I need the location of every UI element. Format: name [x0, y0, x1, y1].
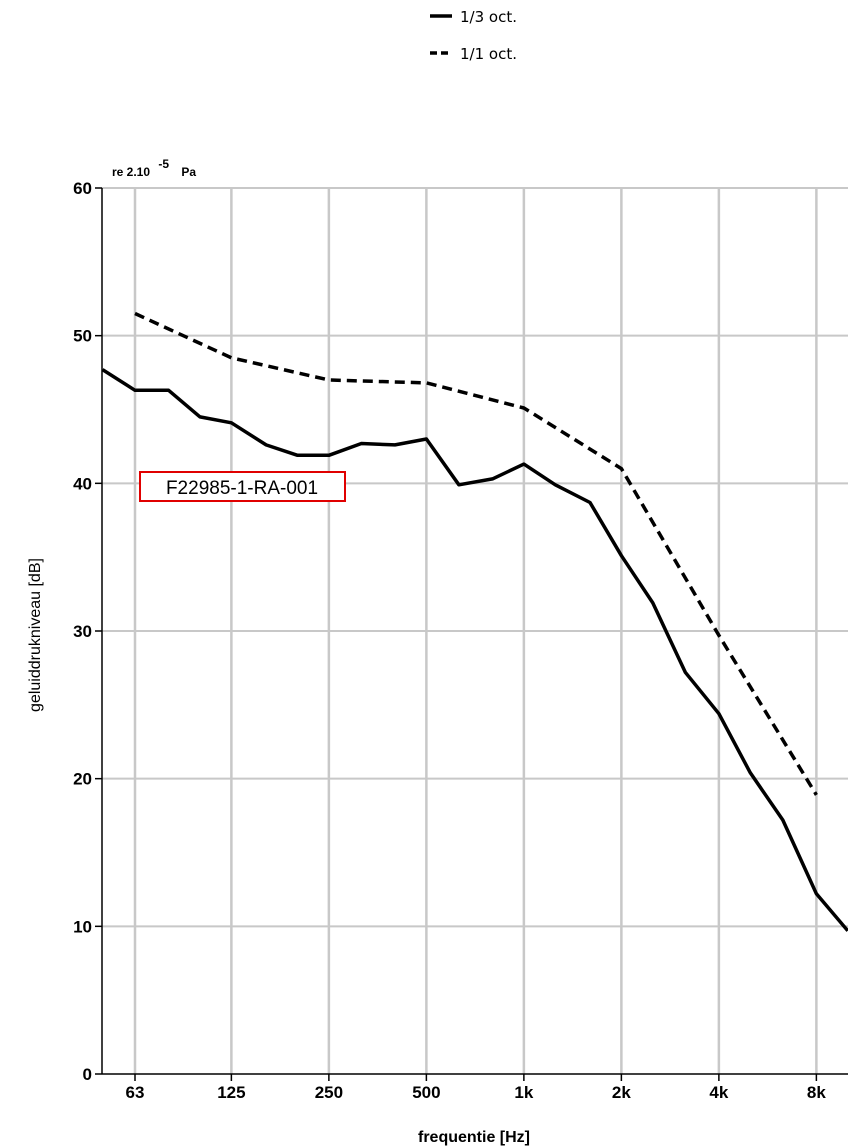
y-tick-labels: 0 10 20 30 40 50 60 — [73, 179, 92, 1084]
y-tick-label-50: 50 — [73, 327, 92, 346]
grid — [102, 187, 848, 1074]
x-tick-label-63: 63 — [126, 1083, 145, 1102]
x-tick-label-8k: 8k — [807, 1083, 826, 1102]
reference-unit: Pa — [181, 165, 196, 179]
reference-exponent: -5 — [158, 157, 169, 171]
legend-label-1-3-oct: 1/3 oct. — [460, 8, 517, 26]
legend: 1/3 oct. 1/1 oct. — [430, 8, 517, 63]
x-tick-labels: 63 125 250 500 1k 2k 4k 8k — [126, 1083, 827, 1102]
reference-label: re 2.10 -5 Pa — [112, 157, 196, 179]
x-tick-label-125: 125 — [217, 1083, 245, 1102]
series-line-dashed-1-1-oct — [134, 311, 818, 796]
annotation-border — [139, 471, 346, 502]
y-axis-title: geluiddrukniveau [dB] — [27, 558, 44, 712]
x-tick-label-2k: 2k — [612, 1083, 631, 1102]
y-tick-label-40: 40 — [73, 474, 92, 493]
series-lines — [102, 311, 848, 932]
x-tick-label-1k: 1k — [514, 1083, 533, 1102]
annotation-text: F22985-1-RA-001 — [166, 478, 318, 499]
y-tick-label-60: 60 — [73, 179, 92, 198]
reference-prefix: re 2.10 — [112, 165, 150, 179]
y-tick-label-30: 30 — [73, 622, 92, 641]
x-tick-label-500: 500 — [412, 1083, 440, 1102]
y-tick-label-20: 20 — [73, 770, 92, 789]
series-line-solid-1-3-oct — [102, 368, 848, 932]
y-tick-label-10: 10 — [73, 917, 92, 936]
x-tick-label-250: 250 — [315, 1083, 343, 1102]
legend-label-1-1-oct: 1/1 oct. — [460, 45, 517, 63]
axes — [95, 187, 848, 1081]
annotation-box: F22985-1-RA-001 — [139, 471, 346, 502]
y-tick-label-0: 0 — [83, 1065, 92, 1084]
x-axis-title: frequentie [Hz] — [418, 1129, 530, 1146]
x-tick-label-4k: 4k — [709, 1083, 728, 1102]
